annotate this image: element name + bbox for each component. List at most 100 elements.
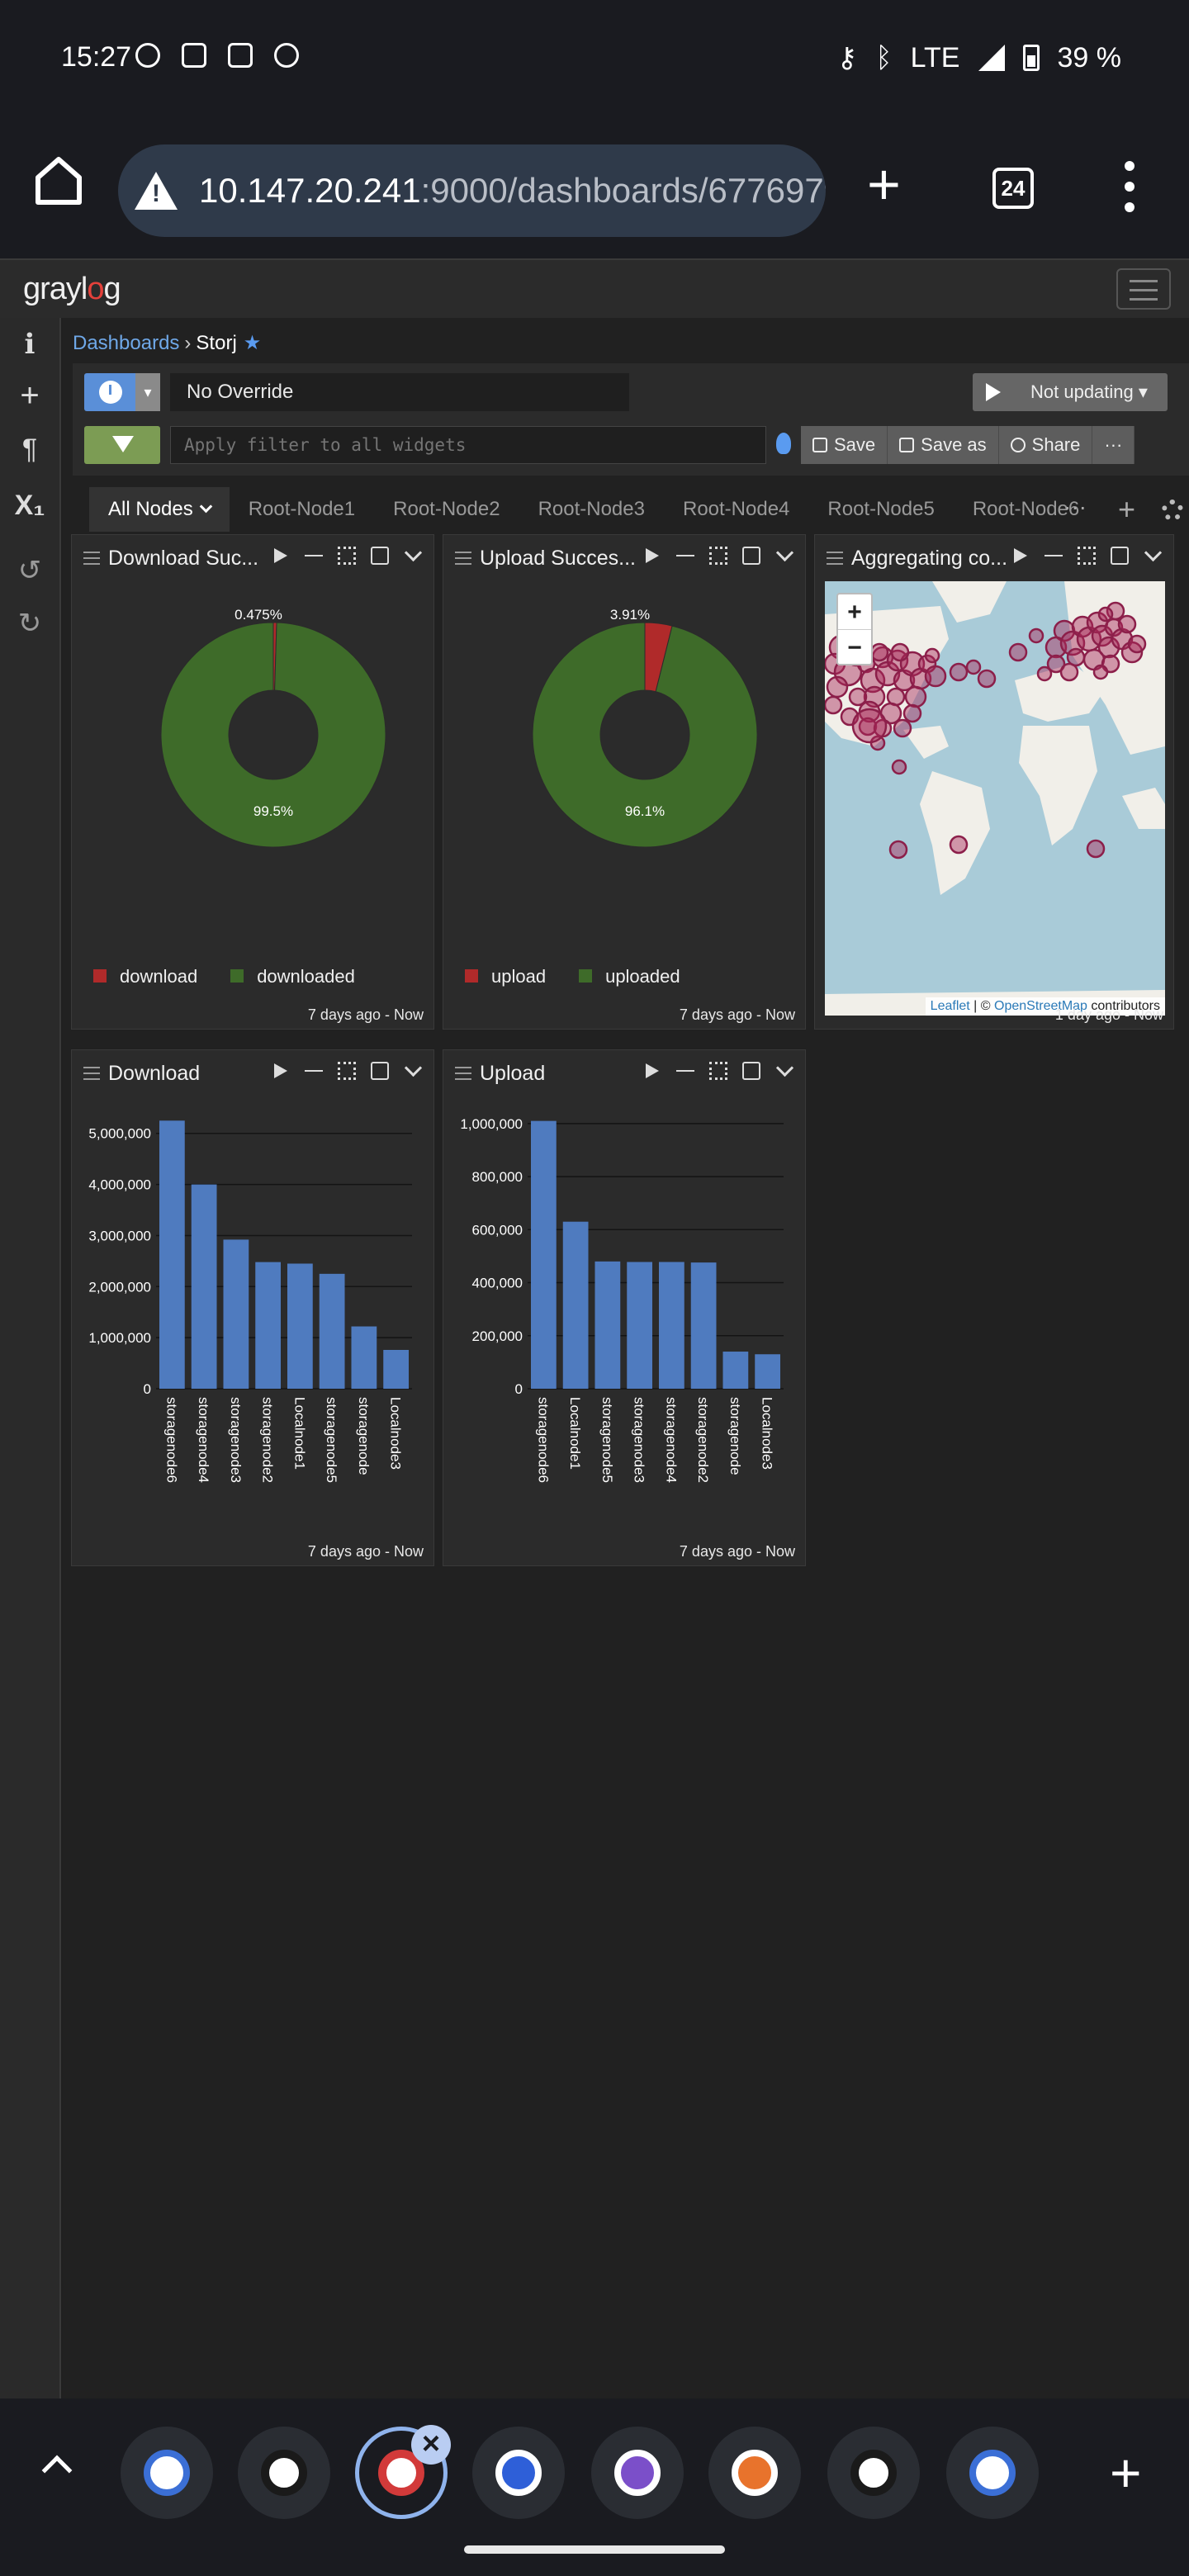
drag-handle-icon[interactable] [455,552,471,569]
arrows-horizontal-icon[interactable] [305,1062,323,1080]
drag-handle-icon[interactable] [827,552,843,569]
tab-thumbnail[interactable] [121,2427,213,2519]
tab-thumbnail[interactable] [946,2427,1039,2519]
expand-icon[interactable] [338,1062,356,1080]
edit-icon[interactable] [1111,547,1129,565]
edit-icon[interactable] [371,1062,389,1080]
edit-icon[interactable] [371,547,389,565]
world-map[interactable]: + − Leaflet | © OpenStreetMap contributo… [825,581,1165,1016]
filter-button[interactable] [84,426,160,464]
chevron-up-icon[interactable] [41,2455,73,2486]
pie-label: 96.1% [625,803,665,819]
arrows-horizontal-icon[interactable] [305,547,323,565]
breadcrumb-dashboards[interactable]: Dashboards [73,332,180,354]
edit-icon[interactable] [742,547,760,565]
gear-icon[interactable] [1162,500,1183,521]
zoom-in-button[interactable]: + [838,594,871,630]
map-marker [1028,627,1045,644]
bar-storagenode2 [690,1262,717,1389]
notification-icons [135,43,299,68]
drag-handle-icon[interactable] [455,1067,471,1084]
arrows-horizontal-icon[interactable] [1045,547,1063,565]
download-icon [228,43,253,68]
tab-thumbnail[interactable] [472,2427,565,2519]
arrows-horizontal-icon[interactable] [676,1062,694,1080]
play-icon[interactable] [272,547,290,565]
more-actions-button[interactable]: ··· [1092,426,1135,464]
legend-item-download[interactable]: download [93,966,197,987]
pie-label: 0.475% [234,607,282,623]
play-icon[interactable] [272,1062,290,1080]
favorite-star-icon[interactable]: ★ [243,332,262,354]
expand-icon[interactable] [1078,547,1096,565]
widget-title: Download [108,1062,201,1085]
parameters-icon[interactable]: X₁ [14,490,45,521]
refresh-button[interactable]: Not updating ▾ [973,373,1168,411]
play-icon[interactable] [643,1062,661,1080]
y-tick-label: 200,000 [472,1328,523,1344]
redo-icon[interactable]: ↻ [17,608,42,639]
signal-icon [978,45,1005,71]
lightbulb-icon[interactable] [776,433,791,454]
filter-input[interactable] [170,426,766,464]
legend-item-upload[interactable]: upload [465,966,546,987]
chevron-down-icon[interactable] [1144,547,1162,565]
legend-item-uploaded[interactable]: uploaded [579,966,680,987]
expand-icon[interactable] [709,1062,727,1080]
tab-thumbnail[interactable] [591,2427,684,2519]
legend-item-downloaded[interactable]: downloaded [230,966,355,987]
add-tab-button[interactable]: + [1118,492,1136,526]
home-icon[interactable] [31,153,86,207]
bar-storagenode [722,1352,749,1389]
share-button[interactable]: Share [998,426,1093,464]
chevron-down-icon[interactable]: ▾ [135,373,160,411]
expand-icon[interactable] [338,547,356,565]
browser-menu-icon[interactable] [1125,161,1135,223]
tab-root-node6[interactable]: Root-Node6 [972,498,1080,520]
play-icon[interactable] [643,547,661,565]
chevron-down-icon[interactable] [404,547,422,565]
tab-thumbnail[interactable] [238,2427,330,2519]
warning-icon[interactable] [135,172,178,210]
new-tab-button[interactable]: + [1110,2442,1142,2503]
map-marker [977,669,997,689]
tab-thumbnail[interactable] [708,2427,801,2519]
close-tab-icon[interactable]: × [411,2425,451,2465]
expand-icon[interactable] [709,547,727,565]
save-button[interactable]: Save [801,426,888,464]
paragraph-icon[interactable]: ¶ [21,433,38,465]
edit-icon[interactable] [742,1062,760,1080]
chevron-down-icon[interactable] [775,1062,793,1080]
tab-all-nodes[interactable]: All Nodes [89,487,230,532]
drag-handle-icon[interactable] [83,1067,100,1084]
tab-root-node4[interactable]: Root-Node4 [682,498,790,520]
save-as-button[interactable]: Save as [888,426,999,464]
timerange-button[interactable]: ▾ [84,373,160,411]
tab-root-node2[interactable]: Root-Node2 [393,498,500,520]
tab-root-node3[interactable]: Root-Node3 [538,498,645,520]
tabs-more-button[interactable]: ··· [1063,494,1087,519]
url-bar[interactable]: 10.147.20.241:9000/dashboards/6776979 [118,144,826,237]
tab-root-node5[interactable]: Root-Node5 [827,498,935,520]
play-icon[interactable] [1011,547,1030,565]
add-widget-icon[interactable]: + [20,377,40,414]
chevron-down-icon[interactable] [775,547,793,565]
tab-switcher-button[interactable]: 24 [992,168,1034,209]
arrows-horizontal-icon[interactable] [676,547,694,565]
chevron-down-icon[interactable] [404,1062,422,1080]
leaflet-link[interactable]: Leaflet [930,999,970,1013]
osm-link[interactable]: OpenStreetMap [994,999,1087,1013]
info-icon[interactable]: i [24,328,36,361]
zoom-out-button[interactable]: − [847,634,862,661]
nav-menu-button[interactable] [1116,268,1171,310]
pie-label: 99.5% [253,803,293,819]
timerange-override[interactable]: No Override [170,373,629,411]
tab-thumbnail[interactable] [827,2427,920,2519]
tab-root-node1[interactable]: Root-Node1 [248,498,356,520]
new-tab-button[interactable]: + [867,152,901,216]
graylog-logo[interactable]: graylog [23,272,121,306]
undo-icon[interactable]: ↺ [17,555,42,586]
bar-storagenode2 [255,1262,281,1389]
map-marker [949,835,969,855]
drag-handle-icon[interactable] [83,552,100,569]
